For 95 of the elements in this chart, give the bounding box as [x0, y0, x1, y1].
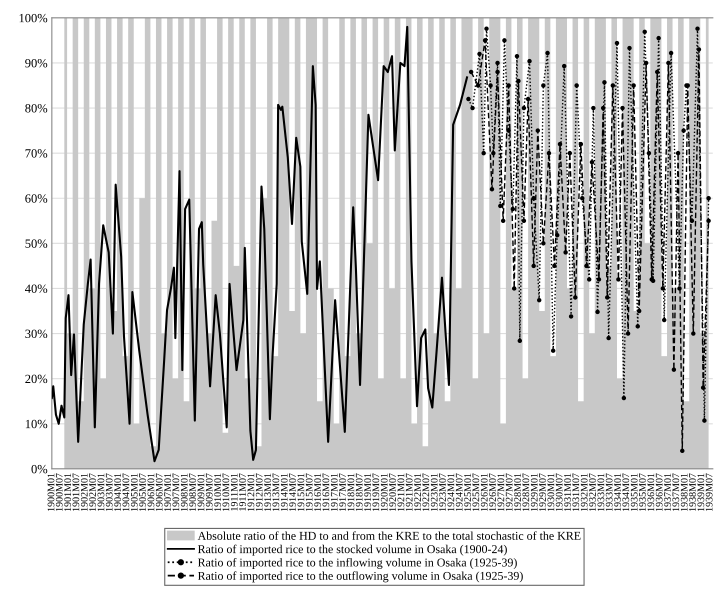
x-tick-label: 1930M01	[548, 474, 554, 512]
x-tick-label: 1931M01	[564, 474, 571, 512]
x-tick-label: 1907M07	[172, 473, 180, 512]
x-tick-label: 1912M01	[248, 474, 254, 512]
x-tick-label: 1924M07	[456, 473, 463, 512]
y-tick-label: 10%	[26, 420, 48, 428]
x-tick-label: 1908M07	[189, 473, 196, 512]
legend-label: Ratio of imported rice to the outflowing volume in Osaka (1925-39)	[198, 571, 523, 582]
x-tick-label: 1934M01	[614, 474, 621, 512]
x-tick-label: 1929M07	[539, 473, 546, 512]
x-tick-label: 1925M07	[472, 473, 480, 512]
y-tick-label: 80%	[25, 104, 48, 113]
y-tick-label: 90%	[25, 58, 48, 68]
y-tick-label: 70%	[26, 149, 48, 158]
x-tick-label: 1919M07	[372, 473, 380, 512]
x-tick-label: 1913M07	[272, 473, 280, 512]
x-tick-label: 1938M01	[680, 474, 688, 512]
x-tick-label: 1936M07	[656, 473, 663, 512]
x-tick-label: 1936M01	[647, 474, 654, 512]
legend-label: Absolute ratio of the HD to and from the KRE to the total stochastic of the KRE	[198, 531, 580, 540]
x-tick-label: 1922M07	[422, 473, 430, 512]
x-tick-label: 1910M01	[214, 474, 221, 512]
x-tick-label: 1926M01	[480, 474, 488, 512]
x-tick-label: 1931M07	[572, 473, 580, 512]
x-tick-label: 1923M01	[430, 474, 438, 512]
x-tick-label: 1900M07	[56, 473, 63, 512]
x-tick-label: 1921M07	[406, 473, 413, 512]
x-tick-label: 1927M07	[506, 473, 513, 512]
x-tick-label: 1928M01	[514, 474, 521, 512]
x-tick-label: 1904M01	[114, 474, 121, 512]
x-tick-label: 1922M01	[414, 474, 421, 512]
y-tick-label: 50%	[25, 239, 48, 248]
x-tick-label: 1926M07	[489, 473, 496, 512]
x-tick-label: 1905M07	[139, 473, 146, 512]
x-tick-label: 1935M01	[630, 474, 638, 512]
x-tick-label: 1916M01	[314, 474, 321, 512]
x-tick-label: 1928M07	[522, 473, 530, 512]
x-tick-label: 1930M07	[556, 473, 563, 512]
x-tick-label: 1909M07	[206, 473, 213, 512]
x-tick-label: 1920M07	[389, 473, 396, 512]
x-tick-label: 1920M01	[380, 474, 388, 512]
x-tick-label: 1935M07	[639, 473, 646, 512]
x-tick-label: 1907M01	[164, 474, 171, 512]
x-tick-label: 1915M01	[298, 474, 304, 512]
x-tick-label: 1929M01	[530, 474, 538, 512]
x-tick-label: 1901M07	[72, 473, 80, 512]
y-tick-label: 20%	[25, 374, 48, 384]
x-tick-label: 1917M07	[339, 473, 346, 512]
legend-label: Ratio of imported rice to the stocked volume in Osaka (1900-24)	[198, 544, 507, 556]
y-tick-label: 100%	[20, 14, 48, 22]
x-tick-label: 1917M01	[330, 474, 338, 512]
x-tick-label: 1910M07	[222, 473, 230, 512]
x-tick-label: 1937M07	[672, 473, 680, 512]
x-tick-label: 1906M01	[148, 474, 154, 512]
x-tick-label: 1937M01	[664, 474, 671, 512]
x-tick-label: 1905M01	[130, 474, 138, 512]
x-tick-label: 1925M01	[464, 474, 471, 512]
x-tick-label: 1912M07	[256, 473, 263, 512]
x-tick-label: 1903M01	[98, 474, 104, 512]
x-tick-label: 1902M07	[89, 473, 96, 512]
x-tick-label: 1903M07	[106, 473, 113, 512]
x-tick-label: 1906M07	[156, 473, 163, 512]
x-tick-label: 1934M07	[622, 473, 630, 512]
y-tick-label: 30%	[25, 330, 48, 338]
x-tick-label: 1932M01	[580, 474, 588, 512]
y-tick-label: 40%	[25, 284, 48, 293]
x-tick-label: 1908M01	[180, 474, 188, 512]
x-tick-label: 1911M01	[230, 474, 238, 511]
y-tick-label: 0%	[31, 464, 48, 474]
x-tick-label: 1904M07	[122, 473, 130, 512]
x-tick-label: 1915M07	[306, 473, 313, 512]
x-tick-label: 1900M01	[48, 474, 54, 512]
x-tick-label: 1916M07	[322, 473, 330, 512]
x-tick-label: 1914M01	[280, 474, 288, 512]
x-tick-label: 1902M01	[80, 474, 88, 512]
x-tick-label: 1919M01	[364, 474, 371, 512]
y-tick-label: 60%	[25, 194, 48, 203]
x-tick-label: 1923M07	[439, 473, 446, 512]
x-tick-label: 1918M01	[348, 474, 354, 512]
x-tick-label: 1914M07	[289, 473, 296, 512]
x-tick-label: 1913M01	[264, 474, 271, 512]
legend-label: Ratio of imported rice to the inflowing volume in Osaka (1925-39)	[198, 558, 517, 569]
x-tick-label: 1938M07	[689, 473, 696, 512]
x-tick-label: 1939M01	[697, 474, 704, 512]
x-tick-label: 1927M01	[497, 474, 504, 512]
x-tick-label: 1924M01	[447, 474, 454, 512]
x-tick-label: 1901M01	[64, 474, 71, 512]
x-tick-label: 1921M01	[398, 474, 404, 512]
x-tick-label: 1939M07	[706, 473, 712, 512]
x-tick-label: 1911M07	[239, 473, 246, 511]
x-tick-label: 1932M07	[589, 473, 596, 512]
x-tick-label: 1909M01	[198, 474, 204, 512]
x-tick-label: 1918M07	[356, 473, 363, 512]
x-tick-label: 1933M01	[598, 474, 604, 512]
x-tick-label: 1933M07	[606, 473, 613, 512]
